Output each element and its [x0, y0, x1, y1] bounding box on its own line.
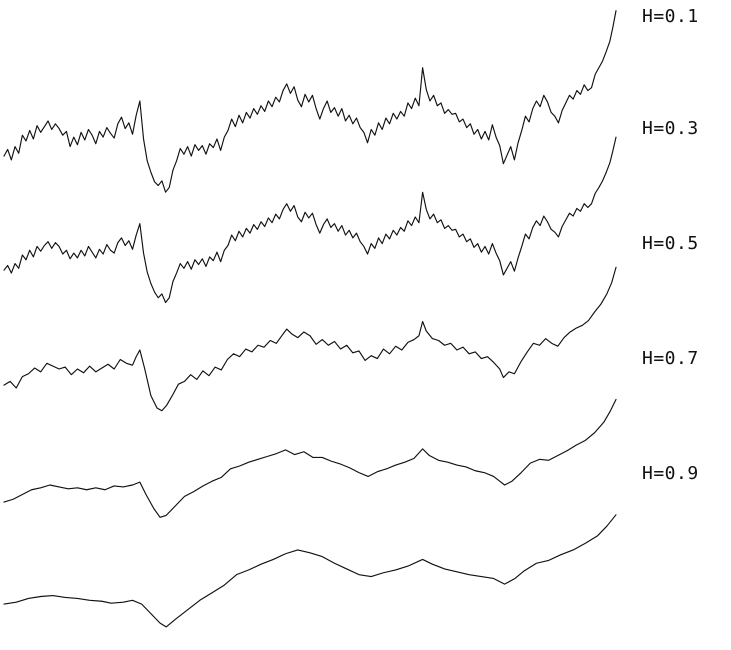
- series-line-h-0-9: [3, 514, 617, 628]
- series-label-h-0-9: H=0.9: [642, 463, 699, 484]
- series-line-h-0-1: [3, 10, 617, 193]
- series-label-h-0-7: H=0.7: [642, 348, 699, 369]
- series-label-h-0-5: H=0.5: [642, 233, 699, 254]
- trace-group: [3, 10, 617, 628]
- series-label-group: H=0.1 H=0.3 H=0.5 H=0.7 H=0.9: [642, 6, 699, 484]
- series-line-h-0-5: [3, 266, 617, 412]
- series-line-h-0-3: [3, 136, 617, 304]
- series-label-h-0-1: H=0.1: [642, 6, 699, 27]
- series-line-h-0-7: [3, 398, 617, 518]
- series-label-h-0-3: H=0.3: [642, 118, 699, 139]
